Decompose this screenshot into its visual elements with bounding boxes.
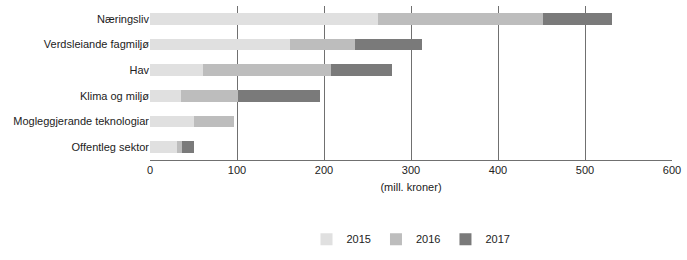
svg-text:2017: 2017 xyxy=(485,233,509,245)
svg-text:2016: 2016 xyxy=(416,233,440,245)
svg-text:400: 400 xyxy=(489,164,507,176)
svg-text:Offentleg sektor: Offentleg sektor xyxy=(72,141,150,153)
svg-text:2015: 2015 xyxy=(347,233,371,245)
svg-text:100: 100 xyxy=(228,164,246,176)
svg-text:(mill. kroner): (mill. kroner) xyxy=(380,181,441,193)
svg-text:Klima og miljø: Klima og miljø xyxy=(80,90,149,102)
svg-text:200: 200 xyxy=(315,164,333,176)
svg-text:500: 500 xyxy=(576,164,594,176)
svg-text:600: 600 xyxy=(663,164,681,176)
svg-text:Mogleggjerande teknologiar: Mogleggjerande teknologiar xyxy=(13,115,149,127)
svg-text:Verdsleiande fagmiljø: Verdsleiande fagmiljø xyxy=(44,38,149,50)
svg-text:300: 300 xyxy=(402,164,420,176)
svg-text:Næringsliv: Næringsliv xyxy=(97,13,149,25)
svg-text:Hav: Hav xyxy=(129,64,149,76)
svg-text:0: 0 xyxy=(147,164,153,176)
